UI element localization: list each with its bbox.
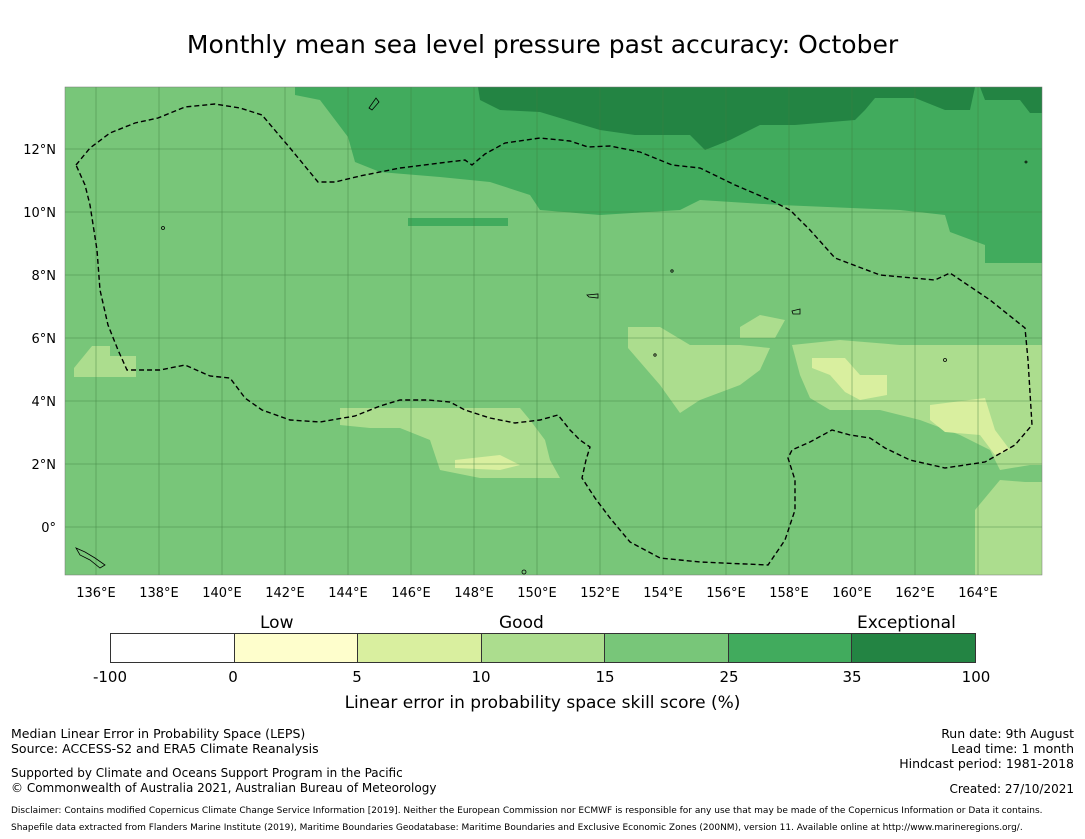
footer-support: Supported by Climate and Oceans Support …: [11, 766, 403, 780]
colorbar-tick: 15: [595, 668, 615, 686]
legend-category-good: Good: [499, 613, 544, 633]
map-title: Monthly mean sea level pressure past acc…: [186, 30, 899, 59]
colorbar: [110, 633, 976, 663]
lon-label: 144°E: [328, 586, 368, 601]
lon-label: 138°E: [139, 586, 179, 601]
islands: [75, 97, 1028, 575]
colorbar-tick: 0: [228, 668, 238, 686]
lat-label: 12°N: [23, 143, 56, 158]
skill-fields: [65, 87, 1042, 575]
skill-map: 12°N 10°N 8°N 6°N 4°N 2°N 0° 136°E 138°E…: [23, 86, 1043, 601]
colorbar-tick: 35: [842, 668, 862, 686]
colorbar-segment: [852, 634, 976, 662]
lon-label: 158°E: [769, 586, 809, 601]
colorbar-label: Linear error in probability space skill …: [344, 693, 741, 713]
colorbar-tick: 5: [352, 668, 362, 686]
lon-label: 136°E: [76, 586, 116, 601]
lat-label: 2°N: [32, 458, 57, 473]
footer-copyright: © Commonwealth of Australia 2021, Austra…: [11, 781, 437, 795]
lon-labels: 136°E 138°E 140°E 142°E 144°E 146°E 148°…: [76, 586, 998, 601]
map-frame: [64, 86, 1043, 576]
footer-created: Created: 27/10/2021: [949, 782, 1074, 796]
eez-boundary: [75, 103, 1033, 566]
colorbar-segment: [728, 634, 853, 662]
lat-label: 10°N: [23, 206, 56, 221]
colorbar-segment: [481, 634, 606, 662]
lon-label: 146°E: [391, 586, 431, 601]
field-north-high: [295, 87, 1042, 263]
lon-label: 142°E: [265, 586, 305, 601]
field-se-moderate: [930, 398, 1010, 455]
field-center-moderate: [455, 455, 520, 470]
legend-category-low: Low: [260, 613, 294, 633]
field-center-east: [628, 327, 770, 413]
colorbar-segment: [605, 634, 729, 662]
field-east-moderate: [812, 358, 887, 400]
graticule: [65, 87, 1042, 575]
lat-label: 0°: [41, 521, 56, 536]
colorbar-tick: 10: [471, 668, 491, 686]
footer-source: Source: ACCESS-S2 and ERA5 Climate Reana…: [11, 741, 319, 756]
colorbar-tick: -100: [92, 668, 128, 686]
colorbar-segment: [111, 634, 235, 662]
lon-label: 140°E: [202, 586, 242, 601]
field-west-light: [74, 346, 136, 377]
lon-label: 156°E: [706, 586, 746, 601]
footer-right: Run date: 9th August Lead time: 1 month …: [899, 726, 1074, 771]
field-center-east-patch: [740, 315, 785, 338]
footer-left-bottom: Supported by Climate and Oceans Support …: [11, 766, 436, 796]
lon-label: 162°E: [895, 586, 935, 601]
footer-lead-time: Lead time: 1 month: [951, 741, 1074, 756]
lat-label: 8°N: [32, 269, 57, 284]
lon-label: 164°E: [958, 586, 998, 601]
colorbar-segment: [358, 634, 482, 662]
lat-labels: 12°N 10°N 8°N 6°N 4°N 2°N 0°: [23, 143, 56, 536]
colorbar-segment: [234, 634, 359, 662]
footer-method: Median Linear Error in Probability Space…: [11, 726, 306, 741]
shapefile-credit: Shapefile data extracted from Flanders M…: [11, 823, 1023, 833]
lat-label: 4°N: [32, 395, 57, 410]
lon-label: 160°E: [832, 586, 872, 601]
field-far-se: [975, 480, 1042, 575]
footer-run-date: Run date: 9th August: [941, 726, 1074, 741]
colorbar-tick: 100: [961, 668, 991, 686]
footer-hindcast: Hindcast period: 1981-2018: [899, 756, 1074, 771]
field-north-exceptional: [478, 87, 1042, 150]
lon-label: 154°E: [643, 586, 683, 601]
disclaimer: Disclaimer: Contains modified Copernicus…: [11, 806, 1043, 816]
lon-label: 152°E: [580, 586, 620, 601]
footer-left-top: Median Linear Error in Probability Space…: [11, 726, 319, 756]
lon-label: 148°E: [454, 586, 494, 601]
lat-label: 6°N: [32, 332, 57, 347]
field-strip: [408, 218, 508, 226]
lon-label: 150°E: [517, 586, 557, 601]
colorbar-tick: 25: [719, 668, 739, 686]
legend-category-exceptional: Exceptional: [857, 613, 956, 633]
